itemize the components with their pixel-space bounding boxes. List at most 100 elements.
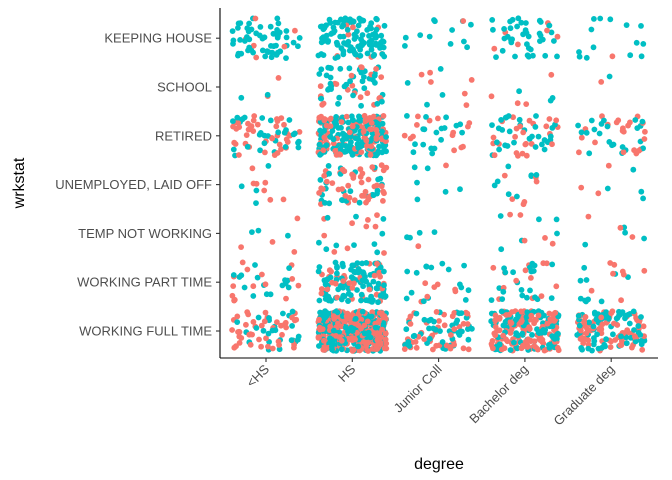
data-point xyxy=(532,294,538,301)
data-point xyxy=(328,83,335,90)
data-point xyxy=(368,46,375,53)
data-point xyxy=(604,123,611,130)
data-point xyxy=(598,298,605,305)
data-point xyxy=(237,20,244,26)
data-point xyxy=(321,127,327,134)
data-point xyxy=(414,196,421,203)
data-point xyxy=(516,116,523,123)
data-point xyxy=(318,39,325,46)
data-point xyxy=(525,45,532,51)
data-point xyxy=(598,314,605,321)
data-point xyxy=(366,115,373,121)
data-point xyxy=(339,142,346,149)
data-point xyxy=(463,102,470,108)
data-point xyxy=(296,129,303,135)
data-point xyxy=(448,332,454,338)
data-point xyxy=(269,49,276,56)
data-point xyxy=(496,285,503,291)
data-point xyxy=(581,264,588,271)
y-tick-label: KEEPING HOUSE xyxy=(104,31,212,46)
data-point xyxy=(379,230,386,237)
data-point xyxy=(254,121,261,128)
data-point xyxy=(346,129,353,136)
data-point xyxy=(323,72,330,79)
data-point xyxy=(241,284,248,291)
data-point xyxy=(317,83,324,90)
data-point xyxy=(345,119,352,126)
data-point xyxy=(330,327,337,334)
data-point xyxy=(358,316,365,323)
data-point xyxy=(499,296,506,302)
data-point xyxy=(235,25,241,31)
data-point xyxy=(523,101,530,107)
data-point xyxy=(340,22,347,29)
data-point xyxy=(262,53,269,60)
data-point xyxy=(508,326,515,333)
data-point xyxy=(379,38,386,44)
data-point xyxy=(494,178,501,185)
data-point xyxy=(528,275,534,281)
data-point xyxy=(577,277,584,284)
data-point xyxy=(368,143,375,150)
data-point xyxy=(321,134,328,141)
data-point xyxy=(524,309,531,316)
data-point xyxy=(509,16,516,23)
data-point xyxy=(249,165,256,172)
data-point xyxy=(502,318,509,325)
data-point xyxy=(286,117,293,123)
data-point xyxy=(519,330,526,337)
data-point xyxy=(334,294,341,301)
data-point xyxy=(462,297,469,303)
data-point xyxy=(596,130,603,137)
data-point xyxy=(423,114,429,120)
data-point xyxy=(321,117,328,124)
data-point xyxy=(549,261,556,268)
x-axis-title: degree xyxy=(414,456,464,473)
data-point xyxy=(250,117,257,124)
data-point xyxy=(548,295,555,301)
data-point xyxy=(236,124,243,130)
data-point xyxy=(640,195,646,202)
data-point xyxy=(619,144,626,150)
data-point xyxy=(358,325,364,332)
data-point xyxy=(524,344,531,350)
data-point xyxy=(230,40,236,47)
data-point xyxy=(518,317,525,324)
data-point xyxy=(321,172,328,179)
data-point xyxy=(353,33,359,40)
data-point xyxy=(518,345,525,352)
data-point xyxy=(250,180,257,187)
data-point xyxy=(591,16,597,22)
data-point xyxy=(273,42,279,49)
data-point xyxy=(295,43,301,50)
data-point xyxy=(260,327,267,334)
data-point xyxy=(514,23,520,30)
y-tick-label: WORKING PART TIME xyxy=(77,275,212,290)
data-point xyxy=(261,140,268,147)
data-point xyxy=(468,21,474,28)
data-point xyxy=(523,314,530,320)
data-point xyxy=(283,295,289,302)
data-point xyxy=(554,345,561,351)
data-point xyxy=(403,295,410,302)
data-point xyxy=(451,326,458,332)
data-point xyxy=(339,137,346,144)
data-point xyxy=(253,54,260,61)
data-point xyxy=(250,128,257,135)
data-point xyxy=(268,54,275,61)
data-point xyxy=(630,166,637,173)
data-point xyxy=(356,117,363,123)
data-point xyxy=(533,317,539,323)
data-point xyxy=(281,43,288,50)
data-point xyxy=(283,55,289,61)
data-point xyxy=(530,52,536,59)
data-point xyxy=(449,27,455,33)
data-point xyxy=(282,144,289,150)
data-point xyxy=(431,229,438,236)
data-point xyxy=(351,242,357,249)
data-point xyxy=(380,198,386,204)
data-point xyxy=(604,185,611,192)
data-point xyxy=(433,309,440,315)
data-point xyxy=(554,33,561,40)
data-point xyxy=(641,267,648,274)
